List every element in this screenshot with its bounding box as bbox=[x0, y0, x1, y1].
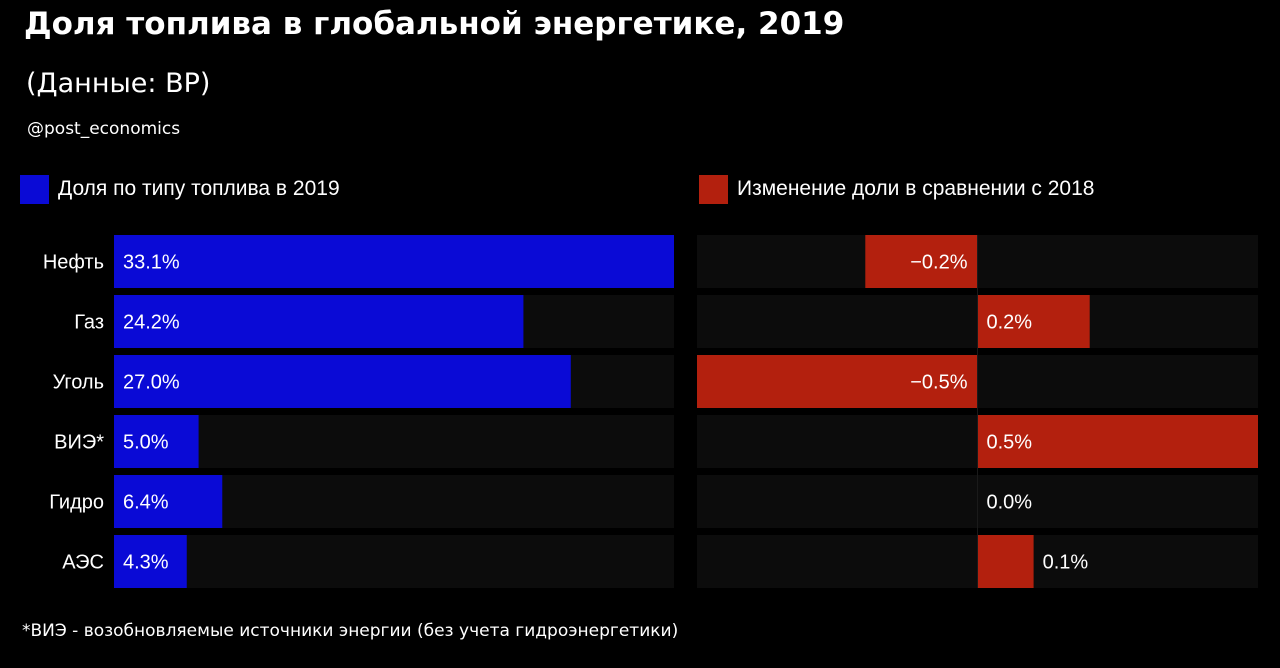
chart-subtitle: (Данные: BP) bbox=[26, 68, 211, 99]
share-bar bbox=[114, 475, 223, 528]
chart-title: Доля топлива в глобальной энергетике, 20… bbox=[24, 6, 845, 42]
legend-change: Изменение доли в сравнении с 2018 bbox=[699, 174, 1094, 204]
change-bar bbox=[697, 355, 978, 408]
category-label: Уголь bbox=[53, 372, 104, 394]
change-value-label: −0.2% bbox=[910, 252, 967, 274]
change-bar bbox=[865, 235, 978, 288]
share-bar bbox=[114, 355, 571, 408]
share-bar bbox=[114, 535, 187, 588]
share-value-label: 6.4% bbox=[123, 492, 169, 514]
legend-swatch-change bbox=[699, 174, 728, 204]
share-value-label: 27.0% bbox=[123, 372, 180, 394]
share-bar bbox=[114, 235, 674, 288]
footnote: *ВИЭ - возобновляемые источники энергии … bbox=[22, 621, 679, 641]
category-label: Газ bbox=[74, 312, 104, 334]
category-label: АЭС bbox=[62, 552, 104, 574]
change-bar bbox=[977, 295, 1090, 348]
legend-swatch-share bbox=[20, 174, 49, 204]
share-value-label: 33.1% bbox=[123, 252, 180, 274]
share-value-label: 5.0% bbox=[123, 432, 169, 454]
share-track bbox=[114, 415, 674, 468]
change-value-label: 0.1% bbox=[1043, 552, 1089, 574]
category-label: Гидро bbox=[49, 492, 104, 514]
source-handle: @post_economics bbox=[27, 119, 181, 139]
category-label: ВИЭ* bbox=[54, 432, 104, 454]
share-value-label: 24.2% bbox=[123, 312, 180, 334]
change-value-label: 0.2% bbox=[987, 312, 1033, 334]
share-bar bbox=[114, 295, 524, 348]
change-bar bbox=[977, 415, 1258, 468]
share-bar bbox=[114, 415, 199, 468]
share-value-label: 4.3% bbox=[123, 552, 169, 574]
legend-share-label: Доля по типу топлива в 2019 bbox=[58, 177, 340, 200]
change-value-label: 0.5% bbox=[987, 432, 1033, 454]
change-value-label: −0.5% bbox=[910, 372, 967, 394]
legend-share: Доля по типу топлива в 2019 bbox=[20, 174, 340, 204]
change-value-label: 0.0% bbox=[987, 492, 1033, 514]
change-bar bbox=[977, 535, 1034, 588]
legend-change-label: Изменение доли в сравнении с 2018 bbox=[737, 177, 1095, 200]
category-label: Нефть bbox=[43, 252, 104, 274]
share-track bbox=[114, 535, 674, 588]
